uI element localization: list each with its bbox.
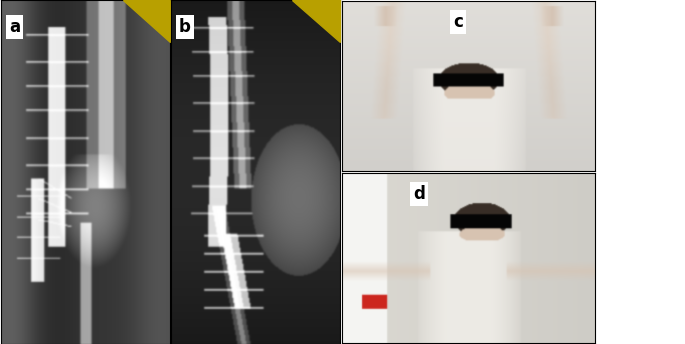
Polygon shape [123,0,170,42]
Text: c: c [453,13,463,31]
Text: d: d [413,185,425,203]
Text: b: b [179,18,191,35]
Text: a: a [9,18,21,35]
Polygon shape [292,0,340,42]
